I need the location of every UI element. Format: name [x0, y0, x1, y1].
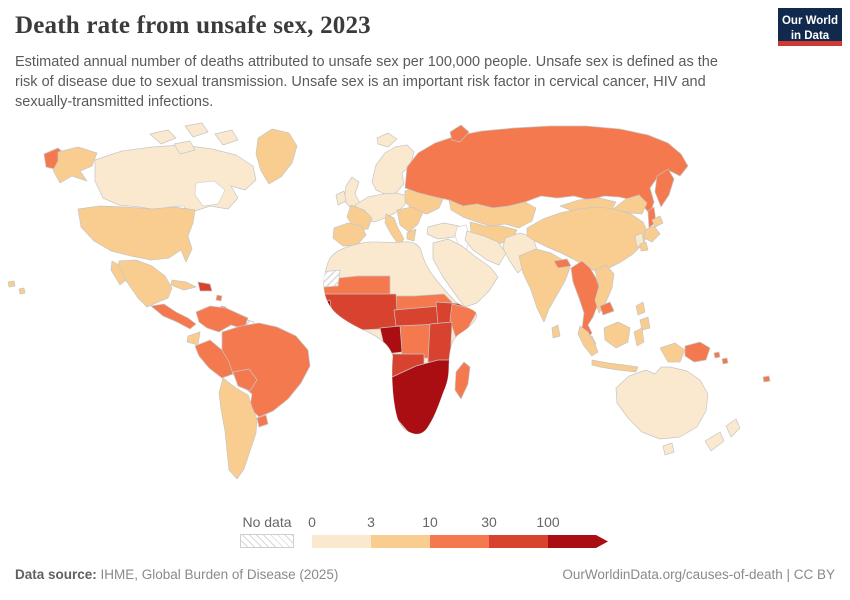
- region-japan[interactable]: [639, 241, 649, 252]
- region-arctic-islands[interactable]: [214, 129, 239, 146]
- region-sri-lanka[interactable]: [551, 324, 561, 339]
- region-arctic-islands[interactable]: [184, 122, 209, 138]
- region-alaska[interactable]: [52, 146, 98, 184]
- region-mexico[interactable]: [116, 259, 173, 308]
- region-gabon-congo[interactable]: [379, 325, 403, 355]
- region-ecuador[interactable]: [186, 331, 201, 346]
- region-china[interactable]: [526, 206, 649, 273]
- owid-logo-line1: Our World: [781, 15, 838, 27]
- data-source-label: Data source:: [15, 567, 97, 582]
- license-link[interactable]: OurWorldinData.org/causes-of-death | CC …: [562, 567, 835, 582]
- region-arctic-islands[interactable]: [149, 129, 177, 145]
- region-cuba[interactable]: [170, 279, 197, 291]
- region-baja-california[interactable]: [110, 260, 127, 286]
- legend-bin-0-3[interactable]: [312, 535, 371, 548]
- legend-bin-100-plus[interactable]: [548, 535, 608, 548]
- region-kamchatka[interactable]: [654, 168, 675, 208]
- region-balkans[interactable]: [396, 206, 424, 233]
- region-middle-east[interactable]: [432, 238, 499, 308]
- legend-tick-100: 100: [536, 514, 560, 530]
- region-chile-argentina[interactable]: [218, 377, 258, 480]
- region-papua-new-guinea[interactable]: [684, 341, 711, 363]
- region-hawaii[interactable]: [18, 287, 26, 295]
- legend-no-data-label: No data: [242, 514, 292, 530]
- region-bolivia[interactable]: [232, 368, 258, 392]
- region-iran[interactable]: [464, 230, 507, 266]
- chart-subtitle: Estimated annual number of deaths attrib…: [15, 54, 718, 110]
- region-iberia[interactable]: [332, 222, 367, 247]
- page-title: Death rate from unsafe sex, 2023: [15, 12, 371, 39]
- region-greenland[interactable]: [255, 128, 298, 185]
- legend-tick-10: 10: [422, 514, 438, 530]
- region-ireland[interactable]: [335, 190, 347, 206]
- region-japan[interactable]: [643, 225, 661, 243]
- legend-tick-30: 30: [481, 514, 497, 530]
- region-kenya-tanzania[interactable]: [427, 321, 453, 365]
- region-solomon-islands[interactable]: [713, 351, 721, 359]
- region-australia[interactable]: [615, 366, 709, 440]
- region-western-sahara[interactable]: [322, 269, 341, 288]
- hudson-bay-water: [194, 180, 226, 207]
- legend-color-bar: [312, 535, 608, 548]
- legend-bin-10-30[interactable]: [430, 535, 489, 548]
- region-peru[interactable]: [194, 339, 234, 379]
- region-uruguay[interactable]: [256, 414, 269, 428]
- owid-logo[interactable]: Our World in Data: [778, 8, 842, 46]
- region-canada[interactable]: [94, 144, 257, 212]
- region-vietnam-laos[interactable]: [594, 264, 615, 314]
- region-hawaii[interactable]: [7, 280, 16, 288]
- region-japan[interactable]: [651, 215, 664, 228]
- legend-bin-3-10[interactable]: [371, 535, 430, 548]
- region-hispaniola[interactable]: [197, 281, 213, 292]
- region-java[interactable]: [591, 359, 639, 373]
- region-turkey[interactable]: [426, 222, 460, 240]
- owid-logo-line2: in Data: [790, 29, 830, 42]
- region-nepal[interactable]: [553, 258, 572, 269]
- region-philippines[interactable]: [639, 316, 651, 331]
- region-russia[interactable]: [404, 125, 689, 215]
- region-northeast-china[interactable]: [612, 194, 648, 215]
- region-caribbean[interactable]: [215, 294, 223, 302]
- region-philippines[interactable]: [635, 301, 646, 316]
- region-borneo[interactable]: [603, 321, 631, 349]
- region-kazakhstan[interactable]: [448, 199, 537, 229]
- region-myanmar-thailand[interactable]: [570, 260, 601, 340]
- legend-bin-30-100[interactable]: [489, 535, 548, 548]
- region-west-africa[interactable]: [318, 293, 399, 331]
- region-cambodia[interactable]: [599, 301, 615, 316]
- region-greece[interactable]: [406, 228, 417, 242]
- region-west-new-guinea[interactable]: [659, 342, 686, 363]
- region-sulawesi[interactable]: [633, 327, 645, 347]
- region-tasmania[interactable]: [662, 442, 675, 456]
- region-iceland[interactable]: [376, 132, 398, 148]
- region-usa[interactable]: [77, 205, 196, 263]
- legend-tick-0: 0: [308, 514, 316, 530]
- region-france[interactable]: [346, 204, 373, 231]
- data-source-text: IHME, Global Burden of Disease (2025): [96, 567, 339, 582]
- region-novaya-zemlya[interactable]: [449, 124, 470, 143]
- region-sumatra[interactable]: [577, 325, 599, 357]
- region-arctic-islands[interactable]: [173, 140, 196, 155]
- region-central-america[interactable]: [150, 303, 197, 330]
- world-map: [7, 122, 771, 480]
- region-fiji[interactable]: [762, 375, 771, 383]
- region-madagascar[interactable]: [454, 361, 471, 400]
- region-solomon-islands[interactable]: [721, 357, 729, 365]
- data-source: Data source: IHME, Global Burden of Dise…: [15, 567, 338, 582]
- legend-no-data-swatch[interactable]: [240, 534, 294, 548]
- region-guinea-bissau[interactable]: [322, 299, 332, 309]
- region-new-zealand-south[interactable]: [704, 431, 725, 452]
- region-new-zealand-north[interactable]: [725, 418, 741, 438]
- legend-tick-3: 3: [367, 514, 375, 530]
